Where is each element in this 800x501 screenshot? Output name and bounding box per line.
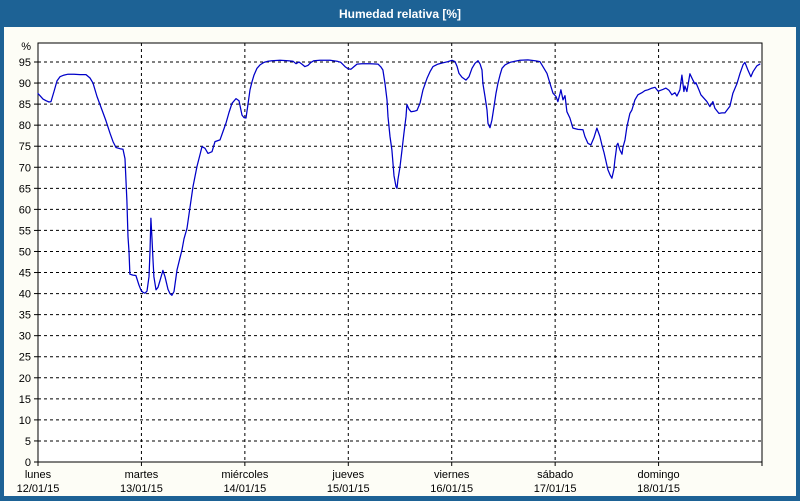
humidity-line <box>37 59 761 296</box>
chart-svg: 0 5 10 15 20 25 30 35 40 45 50 55 60 65 70 75 80 85 90 95% l… <box>17 41 763 495</box>
window-title: Humedad relativa [%] <box>338 7 462 21</box>
y-tick-label: 75 <box>19 141 31 153</box>
y-tick-label: 65 <box>19 183 31 195</box>
titlebar[interactable]: Humedad relativa [%] <box>0 0 800 27</box>
y-tick-label: 30 <box>19 331 31 343</box>
y-axis-unit-label: % <box>21 41 31 53</box>
plot-background <box>38 43 762 462</box>
y-tick-label: 15 <box>19 394 31 406</box>
y-tick-label: 5 <box>25 436 31 448</box>
y-tick-label: 50 <box>19 246 31 258</box>
x-date-label: 18/01/15 <box>637 483 680 495</box>
y-tick-label: 0 <box>25 457 31 469</box>
y-tick-label: 40 <box>19 289 31 301</box>
y-tick-label: 25 <box>19 352 31 364</box>
x-date-label: 12/01/15 <box>17 483 60 495</box>
x-date-label: 13/01/15 <box>120 483 163 495</box>
y-tick-label: 70 <box>19 162 31 174</box>
y-tick-label: 45 <box>19 268 31 280</box>
y-tick-label: 85 <box>19 99 31 111</box>
y-tick-label: 20 <box>19 373 31 385</box>
x-day-label: domingo <box>637 469 679 481</box>
y-tick-label: 35 <box>19 310 31 322</box>
x-day-label: viernes <box>434 469 470 481</box>
x-day-label: jueves <box>331 469 364 481</box>
x-day-label: sábado <box>537 469 573 481</box>
y-tick-label: 60 <box>19 204 31 216</box>
x-day-label: lunes <box>25 469 52 481</box>
y-tick-label: 80 <box>19 120 31 132</box>
x-date-label: 15/01/15 <box>327 483 370 495</box>
x-date-label: 14/01/15 <box>223 483 266 495</box>
x-date-label: 17/01/15 <box>534 483 577 495</box>
x-date-label: 16/01/15 <box>430 483 473 495</box>
y-tick-label: 95 <box>19 57 31 69</box>
plot-border <box>37 42 763 463</box>
y-tick-label: 55 <box>19 225 31 237</box>
chart-area: 0 5 10 15 20 25 30 35 40 45 50 55 60 65 70 75 80 85 90 95% l… <box>4 27 796 496</box>
x-day-label: martes <box>125 469 159 481</box>
y-tick-label: 10 <box>19 415 31 427</box>
y-tick-label: 90 <box>19 78 31 90</box>
x-day-label: miércoles <box>221 469 269 481</box>
